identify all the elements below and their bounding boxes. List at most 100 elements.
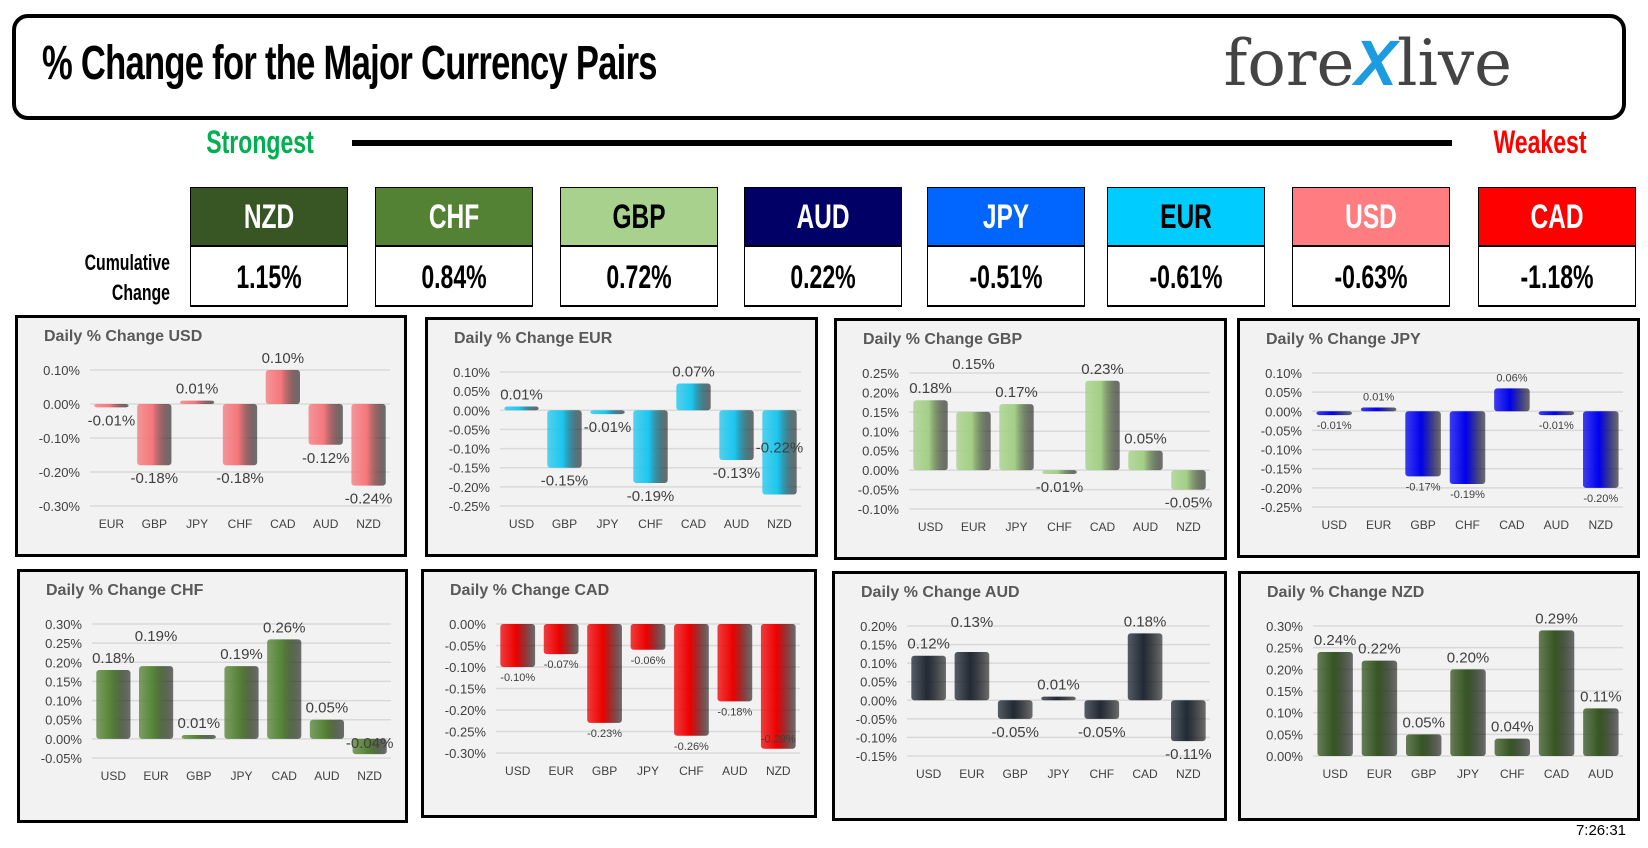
currency-change-cell: 0.22%	[745, 247, 901, 305]
x-tick-label: GBP	[1411, 767, 1436, 781]
x-tick-label: CAD	[272, 769, 298, 783]
data-label: 0.19%	[135, 628, 178, 645]
bar-aud	[1128, 450, 1163, 471]
y-tick-label: -0.15%	[445, 682, 487, 697]
header-banner: % Change for the Major Currency Pairs fo…	[12, 14, 1626, 120]
x-tick-label: AUD	[722, 764, 748, 778]
chart-panel-eur: 0.10% 0.05% 0.00% -0.05% -0.10% -0.15% -0.20% -…	[425, 317, 818, 557]
data-label: 0.10%	[262, 350, 305, 367]
data-label: -0.01%	[88, 412, 136, 429]
data-label: -0.15%	[541, 473, 589, 490]
data-label: -0.05%	[991, 724, 1039, 741]
x-tick-label: CAD	[1090, 520, 1116, 534]
x-tick-label: CHF	[1455, 518, 1480, 532]
y-tick-label: -0.20%	[1261, 481, 1303, 496]
y-tick-label: 0.10%	[1266, 706, 1303, 721]
data-label: 0.01%	[178, 715, 221, 732]
row-label-line-1: Cumulative	[84, 250, 170, 275]
bar-jpy	[224, 666, 259, 739]
y-tick-label: 0.05%	[453, 384, 490, 399]
bar-gbp	[547, 410, 582, 468]
currency-change-cell: -0.51%	[928, 247, 1084, 305]
x-tick-label: AUD	[724, 517, 750, 531]
x-tick-label: EUR	[99, 517, 125, 531]
y-tick-label: 0.10%	[862, 424, 899, 439]
bar-nzd	[762, 410, 797, 495]
chart-title: Daily % Change CHF	[46, 582, 204, 599]
bar-chart: 0.30% 0.25% 0.20% 0.15% 0.10% 0.05% 0.00% -0.05…	[41, 617, 394, 783]
bar-gbp	[181, 735, 216, 739]
y-tick-label: -0.25%	[449, 499, 491, 514]
currency-code: GBP	[612, 198, 666, 236]
data-label: 0.19%	[220, 646, 263, 663]
y-tick-label: 0.00%	[860, 693, 897, 708]
chart-panel-aud: 0.20% 0.15% 0.10% 0.05% 0.00% -0.05% -0.10% -0.…	[832, 571, 1227, 821]
data-label: 0.22%	[1358, 641, 1401, 658]
data-label: 0.13%	[951, 614, 994, 631]
data-label: 0.24%	[1314, 632, 1357, 649]
data-label: -0.18%	[717, 706, 752, 718]
data-label: 0.05%	[306, 700, 349, 717]
bar-aud	[1583, 708, 1619, 756]
bar-cad	[1538, 630, 1575, 756]
bar-eur	[1361, 660, 1398, 756]
currency-code: JPY	[982, 198, 1030, 236]
bar-cad	[676, 383, 711, 411]
bar-eur	[543, 624, 579, 655]
bar-nzd	[352, 738, 387, 755]
x-tick-label: CHF	[1047, 520, 1072, 534]
y-tick-label: -0.10%	[39, 431, 81, 446]
bar-nzd	[760, 624, 796, 749]
x-tick-label: CHF	[228, 517, 253, 531]
x-tick-label: GBP	[142, 517, 167, 531]
y-tick-label: -0.15%	[856, 749, 898, 764]
chart-title: Daily % Change AUD	[861, 584, 1020, 601]
bar-chart: 0.10% 0.00% -0.10% -0.20% -0.30% EUR GBP JPY CHF…	[39, 350, 393, 531]
x-tick-label: USD	[916, 767, 942, 781]
x-tick-label: USD	[1322, 767, 1348, 781]
bar-chf	[1084, 700, 1120, 719]
bar-nzd	[351, 404, 386, 486]
data-label: 0.17%	[995, 384, 1038, 401]
y-tick-label: 0.10%	[45, 694, 82, 709]
currency-code: EUR	[1160, 198, 1212, 236]
chart-title: Daily % Change USD	[44, 328, 203, 345]
data-label: -0.26%	[674, 741, 709, 753]
data-label: 0.01%	[1363, 391, 1394, 403]
bar-aud	[1538, 411, 1575, 416]
bar-eur	[954, 652, 990, 701]
chart-panel-cad: 0.00% -0.05% -0.10% -0.15% -0.20% -0.25% -0.30…	[421, 569, 817, 818]
x-tick-label: CAD	[681, 517, 707, 531]
bar-chart: 0.25% 0.20% 0.15% 0.10% 0.05% 0.00% -0.05% -0.1…	[858, 356, 1212, 534]
bar-aud	[309, 719, 345, 739]
data-label: 0.18%	[909, 380, 952, 397]
bar-aud	[719, 410, 754, 461]
chart-panel-jpy: 0.10% 0.05% 0.00% -0.05% -0.10% -0.15% -0.20% -…	[1237, 318, 1640, 558]
x-tick-label: EUR	[1367, 767, 1393, 781]
bar-gbp	[587, 624, 622, 723]
y-tick-label: 0.10%	[860, 656, 897, 671]
x-tick-label: CHF	[1089, 767, 1114, 781]
x-tick-label: JPY	[230, 769, 252, 783]
currency-change: -0.51%	[969, 259, 1043, 295]
bar-chf	[1449, 411, 1486, 485]
bar-usd	[504, 406, 539, 411]
data-label: -0.05%	[1078, 724, 1126, 741]
x-tick-label: EUR	[961, 520, 987, 534]
x-tick-label: JPY	[1457, 767, 1479, 781]
data-label: -0.01%	[584, 419, 632, 436]
currency-change-cell: 1.15%	[191, 247, 347, 305]
currency-code: AUD	[796, 198, 850, 236]
currency-box-usd: USD -0.63%	[1292, 187, 1450, 307]
bar-jpy	[590, 410, 625, 415]
y-tick-label: 0.25%	[45, 636, 82, 651]
currency-code: CAD	[1530, 198, 1584, 236]
x-tick-label: GBP	[592, 764, 617, 778]
y-tick-label: -0.05%	[41, 751, 83, 766]
data-label: -0.29%	[761, 734, 796, 746]
y-tick-label: 0.05%	[1266, 727, 1303, 742]
bar-chf	[633, 410, 668, 484]
row-label-line-2: Change	[111, 280, 170, 305]
x-tick-label: AUD	[1588, 767, 1614, 781]
y-tick-label: 0.05%	[1265, 385, 1302, 400]
